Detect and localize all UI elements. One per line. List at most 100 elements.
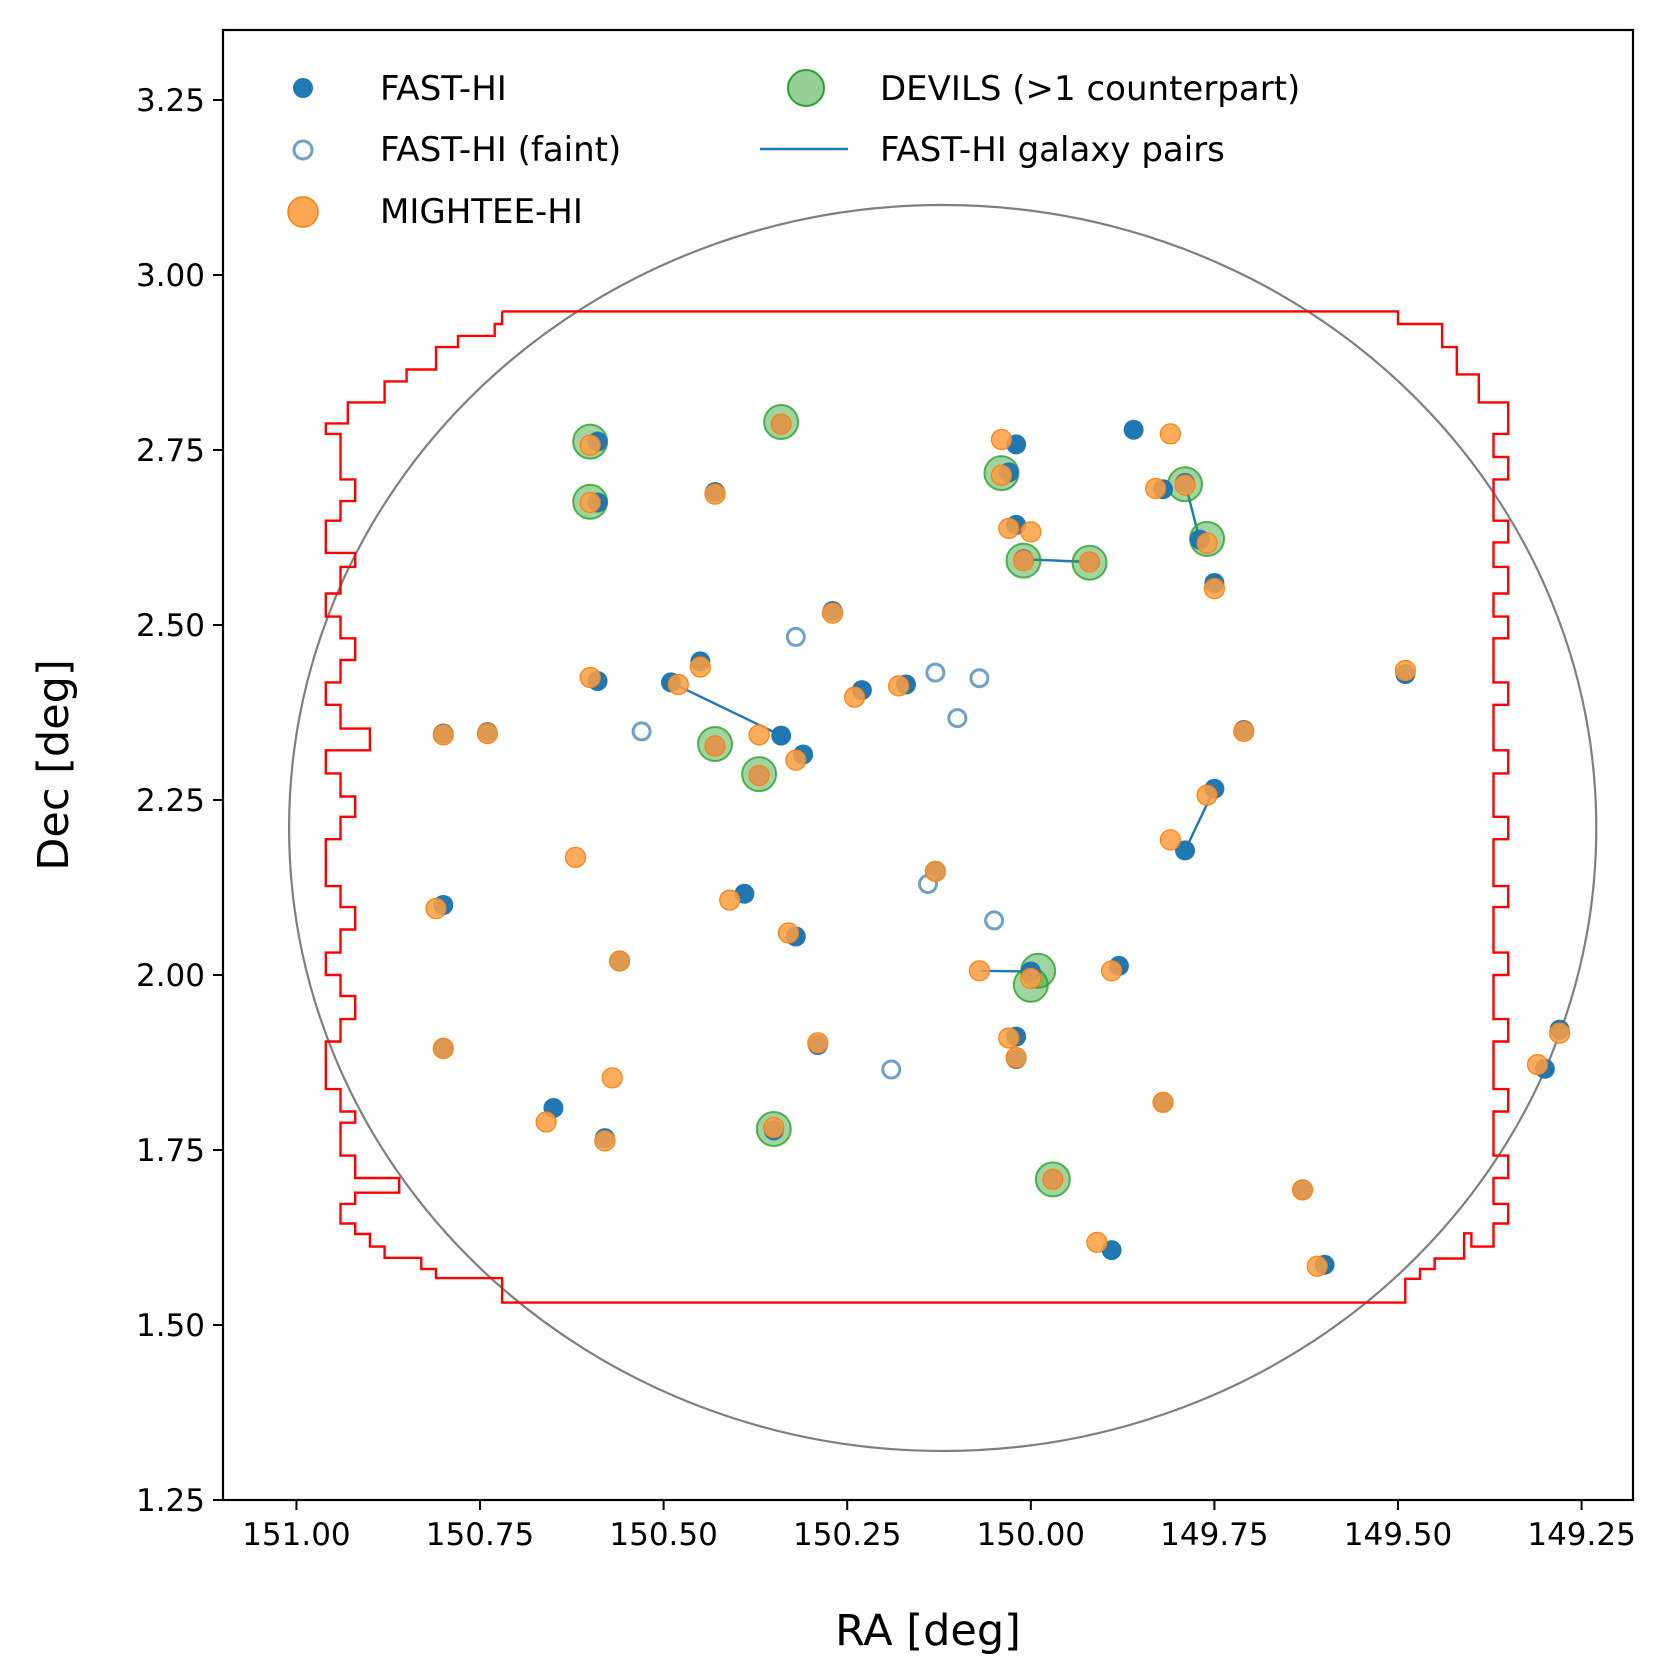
y-tick-label: 1.25 [136,1483,205,1519]
y-tick-label: 1.75 [136,1133,205,1169]
mightee-hi-point [1196,532,1218,554]
mightee-hi-point [1086,1231,1108,1254]
reference-circle [287,203,1598,1453]
legend-label-fast-hi: FAST-HI [380,69,507,109]
x-tick-label: 150.00 [977,1517,1085,1553]
fast-hi-faint-point [881,1059,902,1080]
fast-hi-point [1175,840,1196,861]
mightee-hi-point [432,724,454,746]
mightee-hi-point [998,517,1020,540]
mightee-hi-point [608,950,631,972]
y-tick-label: 1.50 [136,1308,205,1344]
mightee-hi-point [1159,423,1181,445]
x-tick-label: 150.50 [609,1517,717,1553]
mightee-hi-point [1145,477,1167,500]
mightee-hi-point [704,735,726,757]
legend-label-mightee-hi: MIGHTEE-HI [380,192,583,232]
mightee-hi-point [1005,1046,1027,1069]
mightee-hi-point [1306,1255,1328,1277]
mightee-hi-point [1548,1022,1571,1044]
mightee-hi-point [689,656,711,678]
mightee-hi-point [990,428,1013,451]
mightee-hi-point [594,1130,616,1152]
mightee-hi-point [843,686,866,708]
mightee-hi-point [1012,549,1035,572]
mightee-hi-point [924,860,946,883]
fast-hi-point [771,725,792,746]
legend: FAST-HI FAST-HI (faint) MIGHTEE-HI DEVIL… [287,69,1300,232]
mightee-hi-point [1196,784,1218,806]
mightee-hi-point [1233,720,1255,743]
mightee-hi-point [1020,521,1042,543]
x-tick-label: 149.25 [1527,1517,1635,1553]
mightee-hi-point [1152,1091,1174,1114]
mightee-hi-point [998,1027,1020,1049]
y-tick-label: 2.50 [136,608,205,644]
mightee-hi-point [432,1037,454,1060]
survey-footprint [324,310,1510,1304]
mightee-hi-point [601,1067,623,1089]
mightee-hi-point [1100,960,1123,982]
y-tick-label: 2.00 [136,958,205,994]
fast-hi-faint-point [925,662,946,683]
mightee-hi-point [748,764,770,787]
x-tick-label: 150.75 [426,1517,534,1553]
mightee-hi-point [579,434,601,456]
mightee-hi-point [807,1032,829,1054]
mightee-hi-point [667,673,689,696]
mightee-hi-point [821,602,844,624]
mightee-hi-point [1020,967,1042,990]
fast-hi-faint-point [947,708,968,729]
mightee-hi-point [535,1111,557,1133]
mightee-hi-point [579,491,601,514]
mightee-hi-point [1526,1053,1549,1076]
y-tick-label: 3.00 [136,258,205,294]
mightee-hi-point [1394,659,1416,682]
mightee-hi-point [719,889,741,911]
x-axis-label: RA [deg] [835,1606,1021,1656]
x-tick-label: 149.50 [1344,1517,1452,1553]
mightee-hi-point [476,722,498,745]
fast-hi-point [1123,419,1144,440]
legend-label-galaxy-pairs: FAST-HI galaxy pairs [880,130,1225,170]
mightee-hi-point [579,666,601,689]
mightee-hi-point [564,846,587,869]
x-tick-label: 149.75 [1160,1517,1268,1553]
legend-label-fast-hi-faint: FAST-HI (faint) [380,130,621,170]
fast-hi-faint-point [984,910,1005,931]
mightee-hi-point [704,483,726,505]
mightee-hi-point [990,464,1013,486]
fast-hi-faint-point [969,668,990,689]
mightee-hi-point [763,1116,785,1139]
fast-hi-faint-point [631,721,652,742]
x-tick-label: 150.25 [793,1517,901,1553]
mightee-hi-point [1078,551,1101,573]
galaxy-pair-line [1023,558,1090,564]
y-axis-label: Dec [deg] [29,659,79,870]
axis-ticks: 151.00 150.75 150.50 150.25 150.00 149.75 149.… [136,83,1636,1553]
x-tick-label: 151.00 [242,1517,350,1553]
legend-marker-devils [787,69,825,107]
mightee-hi-point [1291,1179,1314,1201]
mightee-hi-point [1174,474,1196,496]
mightee-hi-point [1042,1168,1064,1191]
mightee-hi-point [748,724,770,746]
fast-hi-faint-point [785,626,806,647]
mightee-hi-point [968,960,991,982]
plot-area [287,203,1598,1453]
mightee-hi-point [425,897,447,920]
y-tick-label: 2.75 [136,433,205,469]
axes-frame [221,28,1635,1502]
legend-marker-mightee-hi [287,196,319,228]
mightee-hi-point [770,413,792,435]
legend-marker-fast-hi [293,78,313,98]
mightee-hi-point [888,675,910,697]
y-tick-label: 3.25 [136,83,205,119]
mightee-hi-point [777,922,800,944]
legend-marker-fast-hi-faint [292,139,314,161]
mightee-hi-point [785,749,807,771]
y-tick-label: 2.25 [136,783,205,819]
legend-label-devils: DEVILS (>1 counterpart) [880,69,1300,109]
